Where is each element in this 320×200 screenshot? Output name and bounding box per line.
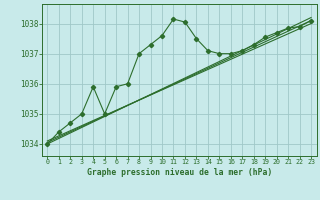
X-axis label: Graphe pression niveau de la mer (hPa): Graphe pression niveau de la mer (hPa) [87,168,272,177]
